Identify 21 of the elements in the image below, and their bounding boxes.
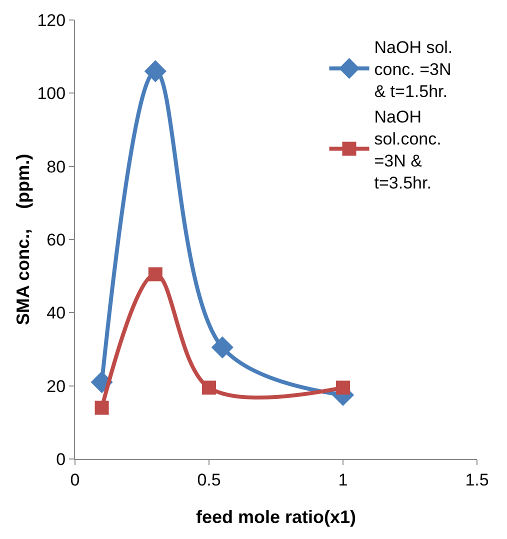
point (211, 336, 234, 358)
x-tick-label: 1.5 (465, 470, 489, 490)
y-tick-label: 100 (37, 84, 66, 104)
y-tick-label: 0 (56, 450, 66, 469)
point (336, 380, 350, 395)
legend-label: NaOH sol. conc. =3N & t=1.5hr. (374, 38, 453, 102)
x-tick-label: 1 (338, 470, 348, 490)
point (202, 380, 216, 395)
y-axis-title: SMA conc., (ppm.) (13, 154, 33, 326)
y-tick-label: 20 (46, 376, 66, 396)
y-tick-label: 120 (37, 10, 66, 30)
y-tick-label: 60 (46, 230, 66, 250)
legend-label: NaOH sol.conc. =3N & t=3.5hr. (374, 107, 442, 193)
y-tick-label: 80 (46, 157, 66, 176)
x-tick-label: 0 (70, 470, 80, 490)
point (144, 60, 166, 82)
x-tick-label: 0.5 (197, 470, 221, 490)
point (148, 267, 162, 282)
point (94, 400, 109, 415)
y-tick-label: 40 (46, 304, 66, 323)
x-axis-title: feed mole ratio(x1) (196, 507, 356, 527)
